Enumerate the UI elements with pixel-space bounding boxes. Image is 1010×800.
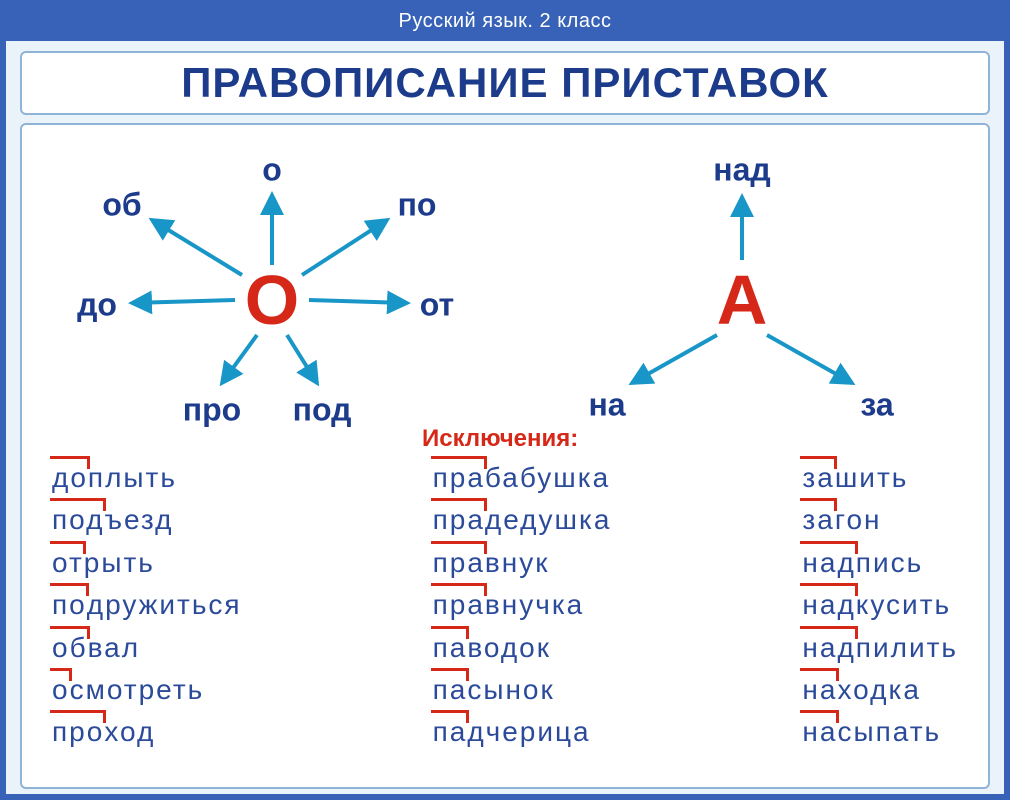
word-item: правнук [433, 545, 612, 581]
word-rest: кусить [856, 589, 951, 620]
word-prefix: па [433, 630, 468, 666]
word-item: паводок [433, 630, 612, 666]
word-rest: водок [467, 632, 551, 663]
word-rest: рыть [84, 547, 155, 578]
word-prefix: под [52, 502, 104, 538]
left-label-по: по [398, 187, 437, 224]
word-prefix: от [52, 545, 84, 581]
word-columns: доплытьподъездотрытьподружитьсяобвалосмо… [52, 460, 958, 772]
content-panel: ОообподоотпроподАнадназа Исключения: доп… [20, 123, 990, 789]
right-label-на: на [588, 387, 625, 424]
word-item: надпилить [802, 630, 958, 666]
word-item: прабабушка [433, 460, 612, 496]
word-rest: дружиться [87, 589, 242, 620]
left-label-от: от [420, 287, 454, 324]
word-rest: сынок [467, 674, 554, 705]
word-rest: пись [856, 547, 923, 578]
word-item: насыпать [802, 714, 958, 750]
word-rest: плыть [88, 462, 177, 493]
word-rest: смотреть [70, 674, 205, 705]
poster-frame: Русский язык. 2 класс ПРАВОПИСАНИЕ ПРИСТ… [0, 0, 1010, 800]
word-item: доплыть [52, 460, 242, 496]
word-rest: вал [88, 632, 140, 663]
word-rest: бабушка [485, 462, 610, 493]
left-label-о: о [262, 152, 282, 189]
main-title: ПРАВОПИСАНИЕ ПРИСТАВОК [22, 59, 988, 107]
word-prefix: пра [433, 460, 485, 496]
word-prefix: над [802, 545, 855, 581]
word-item: зашить [802, 460, 958, 496]
word-column-1: прабабушкапрадедушкаправнукправнучкапаво… [433, 460, 612, 772]
word-prefix: до [52, 460, 88, 496]
exceptions-label: Исключения: [422, 425, 578, 453]
word-rest: внучка [485, 589, 584, 620]
word-rest: ход [104, 716, 155, 747]
word-item: осмотреть [52, 672, 242, 708]
left-center-letter: О [245, 260, 299, 340]
word-prefix: па [433, 714, 468, 750]
word-item: надкусить [802, 587, 958, 623]
left-label-об: об [102, 187, 141, 224]
right-label-над: над [713, 152, 770, 189]
right-label-за: за [860, 387, 893, 424]
word-rest: гон [835, 504, 882, 535]
word-prefix: на [802, 714, 837, 750]
title-box: ПРАВОПИСАНИЕ ПРИСТАВОК [20, 51, 990, 115]
word-prefix: над [802, 630, 855, 666]
word-prefix: пра [433, 587, 485, 623]
word-prefix: па [433, 672, 468, 708]
word-item: подъезд [52, 502, 242, 538]
word-column-2: зашитьзагоннадписьнадкуситьнадпилитьнахо… [802, 460, 958, 772]
word-rest: дедушка [485, 504, 612, 535]
word-rest: ъезд [104, 504, 173, 535]
left-label-под: под [293, 392, 352, 429]
diagram-arrows-svg [22, 125, 988, 435]
word-prefix: пра [433, 502, 485, 538]
word-prefix: об [52, 630, 88, 666]
word-prefix: над [802, 587, 855, 623]
word-item: отрыть [52, 545, 242, 581]
word-item: пасынок [433, 672, 612, 708]
word-item: обвал [52, 630, 242, 666]
word-rest: ходка [837, 674, 920, 705]
word-item: проход [52, 714, 242, 750]
word-item: правнучка [433, 587, 612, 623]
word-prefix: на [802, 672, 837, 708]
diagram-area: Оо об по до от про под Анад на за [22, 125, 988, 435]
word-item: загон [802, 502, 958, 538]
left-label-про: про [183, 392, 241, 429]
word-rest: дчерица [467, 716, 590, 747]
word-item: подружиться [52, 587, 242, 623]
word-rest: внук [485, 547, 550, 578]
word-prefix: пра [433, 545, 485, 581]
header-text: Русский язык. 2 класс [399, 10, 612, 32]
word-column-0: доплытьподъездотрытьподружитьсяобвалосмо… [52, 460, 242, 772]
word-prefix: за [802, 460, 834, 496]
word-prefix: по [52, 587, 87, 623]
word-item: надпись [802, 545, 958, 581]
word-item: находка [802, 672, 958, 708]
word-rest: пилить [856, 632, 958, 663]
right-center-letter: А [717, 260, 768, 340]
word-prefix: про [52, 714, 104, 750]
word-item: прадедушка [433, 502, 612, 538]
word-prefix: за [802, 502, 834, 538]
word-item: падчерица [433, 714, 612, 750]
word-rest: сыпать [837, 716, 941, 747]
left-label-до: до [77, 287, 117, 324]
header-bar: Русский язык. 2 класс [6, 6, 1004, 41]
word-rest: шить [835, 462, 909, 493]
word-prefix: о [52, 672, 70, 708]
